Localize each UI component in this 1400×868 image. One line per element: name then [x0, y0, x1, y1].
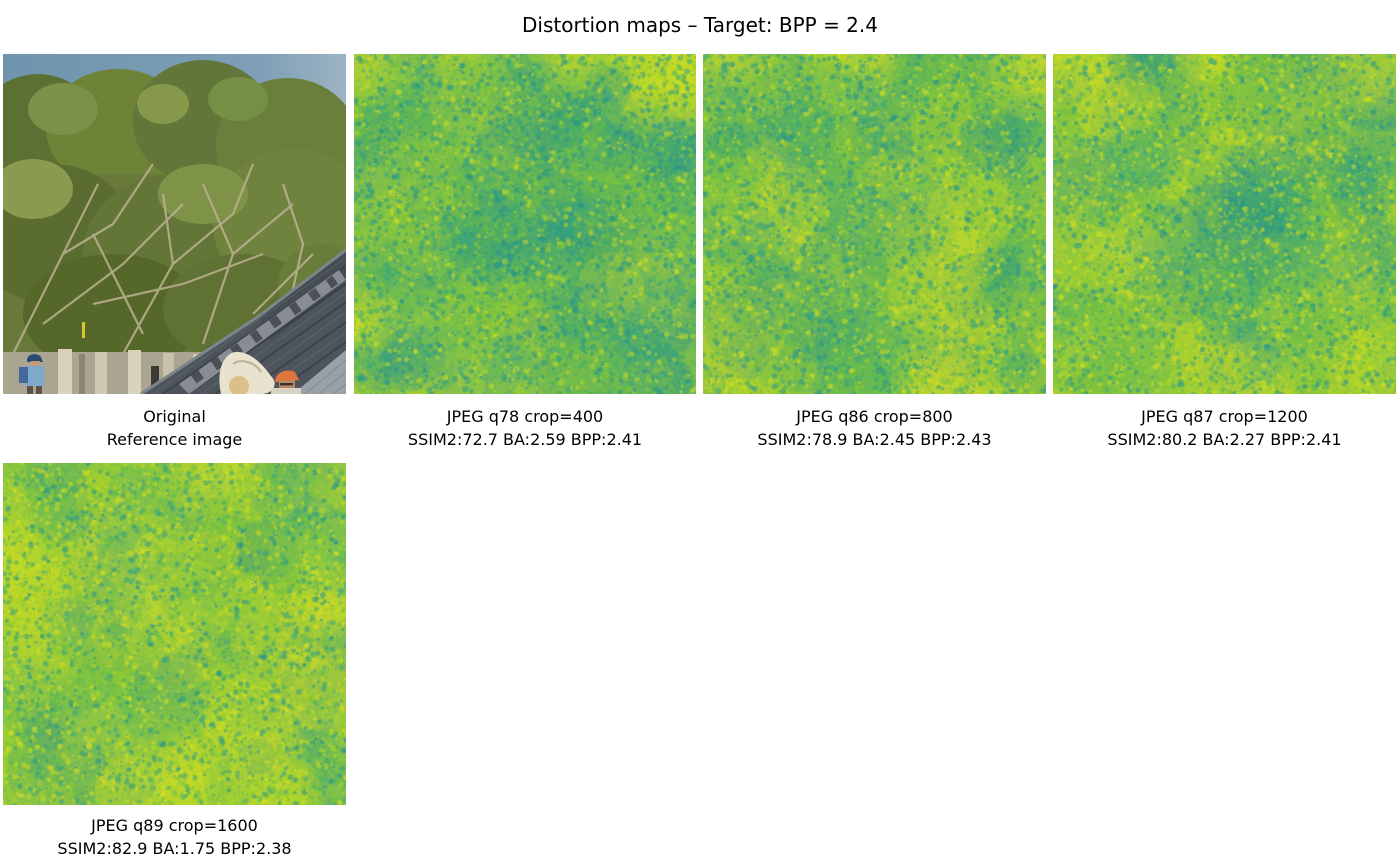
- caption-line-2: SSIM2:72.7 BA:2.59 BPP:2.41: [407, 429, 643, 449]
- caption-line-2: SSIM2:82.9 BA:1.75 BPP:2.38: [57, 838, 292, 858]
- caption-jpeg-q89: JPEG q89 crop=1600 SSIM2:82.9 BA:1.75 BP…: [3, 815, 346, 860]
- bare-branches: [12, 163, 314, 355]
- tourist-blue-shirt: [19, 354, 44, 394]
- caption-original: Original Reference image: [3, 406, 346, 451]
- tree-canopy: [3, 60, 346, 374]
- caption-line-2: SSIM2:78.9 BA:2.45 BPP:2.43: [757, 429, 992, 449]
- panel-distortion-map-q87: [1053, 54, 1396, 394]
- tourist-orange-cap: [271, 370, 301, 394]
- distortion-map-q86: [703, 54, 1046, 394]
- caption-line-2: Reference image: [106, 429, 243, 449]
- reference-photo: [3, 54, 346, 394]
- roof-ridge: [140, 248, 346, 394]
- panel-distortion-map-q86: [703, 54, 1046, 394]
- caption-line-2: SSIM2:80.2 BA:2.27 BPP:2.41: [1107, 429, 1342, 449]
- caption-jpeg-q87: JPEG q87 crop=1200 SSIM2:80.2 BA:2.27 BP…: [1053, 406, 1396, 451]
- caption-line-1: JPEG q89 crop=1600: [91, 816, 258, 835]
- distortion-map-q87: [1053, 54, 1396, 394]
- caption-jpeg-q78: JPEG q78 crop=400 SSIM2:72.7 BA:2.59 BPP…: [354, 406, 696, 451]
- distortion-map-q78: [354, 54, 696, 394]
- distortion-map-q89: [3, 463, 346, 805]
- panel-distortion-map-q78: [354, 54, 696, 394]
- caption-line-1: JPEG q78 crop=400: [446, 407, 604, 426]
- figure-title: Distortion maps – Target: BPP = 2.4: [521, 13, 878, 37]
- caption-line-1: Original: [143, 407, 206, 426]
- caption-jpeg-q86: JPEG q86 crop=800 SSIM2:78.9 BA:2.45 BPP…: [703, 406, 1046, 451]
- carving-glyphs: [190, 275, 339, 384]
- caption-line-1: JPEG q86 crop=800: [796, 407, 953, 426]
- caption-line-1: JPEG q87 crop=1200: [1141, 407, 1308, 426]
- stone-sculpture: [219, 351, 275, 394]
- second-roof-hatch: [304, 359, 346, 394]
- panel-original-image: [3, 54, 346, 394]
- panel-distortion-map-q89: [3, 463, 346, 805]
- beige-hat: [229, 376, 249, 394]
